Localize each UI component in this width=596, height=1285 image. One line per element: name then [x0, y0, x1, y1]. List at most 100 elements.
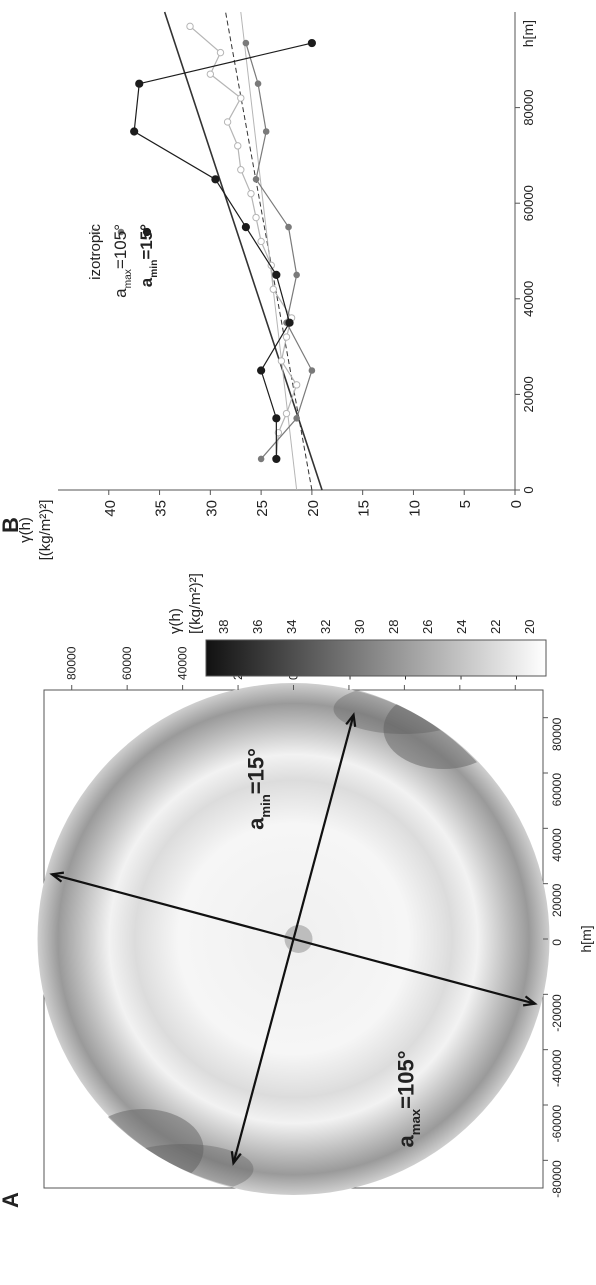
map-xtick-label: -60000 [550, 1105, 564, 1143]
series-point-amin [257, 366, 266, 375]
legend-entry-amax-suffix: =105° [111, 224, 130, 269]
series-point-izotropic [282, 333, 291, 341]
b-ytick-label: 0 [508, 500, 525, 508]
amin-annotation-sub: min [258, 794, 273, 817]
legend-entry-amin-prefix: a [137, 277, 156, 287]
map-xtick-label: -20000 [550, 994, 564, 1032]
legend-entry-amax: amax=105° [111, 224, 134, 298]
series-point-amax [257, 455, 265, 463]
series-point-izotropic [247, 189, 255, 198]
b-xtick-label: 0 [521, 486, 536, 493]
b-ytick-label: 30 [203, 500, 220, 517]
series-point-izotropic [269, 285, 277, 293]
colorbar-tick-label: 32 [318, 620, 333, 634]
b-xtick-label: 20000 [521, 376, 536, 412]
b-xlabel: h[m] [520, 20, 536, 47]
legend-entry-izotropic-prefix: izotropic [87, 224, 104, 280]
amax-arrow-head [230, 1151, 242, 1166]
panel-label-a: A [0, 1192, 23, 1208]
series-point-amin [307, 38, 316, 48]
series-point-amin [285, 318, 294, 327]
series-point-izotropic [237, 94, 245, 102]
legend-entry-amin: amin=15° [137, 224, 160, 287]
series-point-izotropic [237, 166, 245, 174]
series-point-amax [308, 367, 316, 374]
b-ytick-label: 20 [305, 500, 322, 517]
b-ytick-label: 35 [153, 500, 170, 517]
b-xtick-label: 40000 [521, 281, 536, 317]
colorbar-tick-label: 28 [386, 620, 401, 634]
series-point-izotropic [234, 142, 242, 150]
map-ytick-label: 40000 [176, 646, 190, 680]
legend-entry-amax-prefix: a [111, 288, 130, 298]
series-point-izotropic [292, 381, 301, 389]
colorbar-tick-label: 34 [284, 620, 299, 634]
b-ylabel-1: γ(h) [17, 517, 34, 543]
b-xtick-label: 60000 [521, 185, 536, 221]
map-xtick-label: 80000 [550, 717, 564, 751]
amin-annotation-suffix: =15° [244, 748, 269, 794]
map-xtick-label: 40000 [550, 828, 564, 862]
map-ytick-label: 60000 [120, 646, 134, 680]
colorbar-label-1: γ(h) [167, 608, 184, 634]
series-point-izotropic [206, 70, 215, 78]
amax-annotation-suffix: =105° [394, 1050, 419, 1108]
map-xtick-label: 20000 [550, 883, 564, 917]
amax-annotation-prefix: a [394, 1135, 419, 1148]
map-xtick-label: -80000 [550, 1160, 564, 1198]
amax-annotation-sub: max [408, 1108, 423, 1135]
map-xlabel: h[m] [578, 925, 594, 952]
colorbar-tick-label: 36 [250, 620, 265, 634]
colorbar-tick-label: 24 [454, 620, 469, 634]
series-point-izotropic [223, 118, 232, 126]
series-point-amin [211, 175, 220, 184]
amin-arrow-head [49, 871, 65, 883]
series-point-izotropic [282, 409, 291, 418]
legend-marker-amin [142, 227, 152, 237]
map-xtick-label: 60000 [550, 773, 564, 807]
map-ytick-label: 80000 [65, 646, 79, 680]
legend-entry-izotropic: izotropic [87, 224, 104, 280]
map-xtick-label: 0 [550, 939, 564, 946]
legend-marker-izotropic [91, 228, 99, 236]
amin-arrow-head [522, 995, 538, 1007]
legend-entry-amin-suffix: =15° [137, 224, 156, 260]
trend-line-1 [163, 11, 323, 491]
colorbar-label-2: [(kg/m²)²] [187, 573, 204, 634]
series-point-amax [254, 80, 262, 87]
series-point-amin [130, 127, 139, 136]
series-point-amax [285, 223, 292, 231]
b-ytick-label: 25 [254, 500, 271, 517]
map-xtick-label: -40000 [550, 1049, 564, 1087]
b-xtick-label: 80000 [521, 90, 536, 126]
series-point-izotropic [216, 48, 225, 57]
amin-annotation: amin=15° [244, 748, 274, 830]
series-point-amax [252, 176, 260, 183]
legend-entry-amin-sub: min [149, 260, 160, 278]
trend-line-3 [240, 11, 298, 491]
series-point-amin [272, 454, 281, 464]
series-point-amax [262, 128, 270, 135]
b-ytick-label: 10 [406, 500, 423, 517]
series-line-izotropic [189, 25, 298, 459]
series-point-amin [135, 79, 144, 88]
colorbar-tick-label: 38 [216, 620, 231, 634]
colorbar-tick-label: 30 [352, 620, 367, 634]
series-point-izotropic [252, 213, 260, 222]
panel-label-b: B [0, 517, 23, 533]
amin-annotation-prefix: a [244, 817, 269, 830]
amax-arrow-head [345, 712, 357, 727]
legend-entry-amax-sub: max [123, 269, 134, 288]
amin-arrow [51, 873, 536, 1005]
series-point-izotropic [277, 357, 286, 365]
series-point-izotropic [257, 237, 265, 246]
colorbar-tick-label: 20 [522, 620, 537, 634]
b-ytick-label: 15 [356, 500, 373, 517]
b-ylabel-2: [(kg/m²)²] [37, 500, 54, 561]
b-ytick-label: 5 [457, 500, 474, 508]
series-line-amin [133, 42, 313, 459]
series-point-amax [293, 415, 300, 422]
amax-annotation: amax=105° [394, 1050, 424, 1147]
colorbar-frame [205, 639, 547, 677]
